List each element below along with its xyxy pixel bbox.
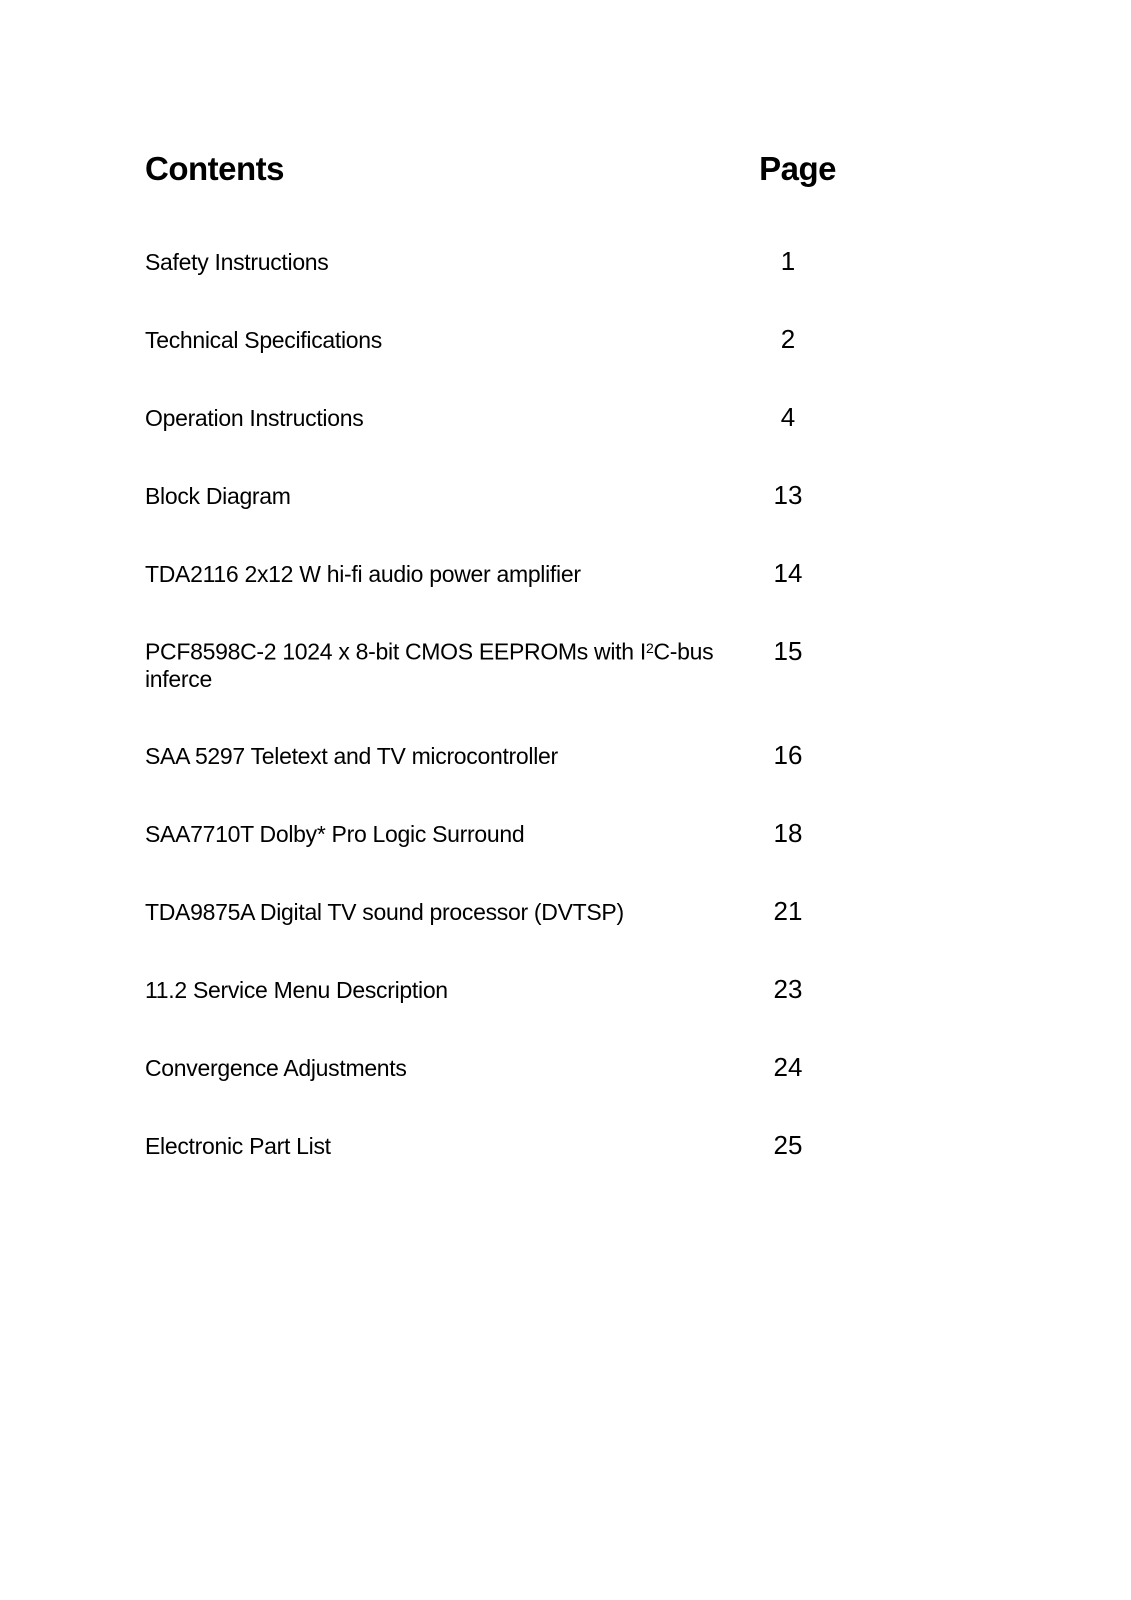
toc-title: Operation Instructions bbox=[145, 405, 363, 432]
toc-page: 14 bbox=[773, 558, 803, 589]
toc-entry: Block Diagram 13 bbox=[145, 480, 1001, 511]
toc-entry: PCF8598C-2 1024 x 8-bit CMOS EEPROMs wit… bbox=[145, 636, 1001, 693]
toc-title: 11.2 Service Menu Description bbox=[145, 977, 448, 1004]
toc-title: Safety Instructions bbox=[145, 249, 329, 276]
toc-title: TDA2116 2x12 W hi-fi audio power amplifi… bbox=[145, 561, 581, 588]
toc-page: 21 bbox=[773, 896, 803, 927]
toc-title-superscript: 2 bbox=[646, 640, 654, 656]
toc-title: SAA 5297 Teletext and TV microcontroller bbox=[145, 743, 558, 770]
toc-entry: SAA 5297 Teletext and TV microcontroller… bbox=[145, 740, 1001, 771]
toc-title: Technical Specifications bbox=[145, 327, 382, 354]
toc-entry: Convergence Adjustments 24 bbox=[145, 1052, 1001, 1083]
toc-entry: Technical Specifications 2 bbox=[145, 324, 1001, 355]
toc-container: Contents Page Safety Instructions 1 Tech… bbox=[0, 0, 1131, 1161]
header-row: Contents Page bbox=[145, 150, 1001, 188]
toc-entry: Safety Instructions 1 bbox=[145, 246, 1001, 277]
toc-title: TDA9875A Digital TV sound processor (DVT… bbox=[145, 899, 624, 926]
toc-entry: Operation Instructions 4 bbox=[145, 402, 1001, 433]
toc-title: Convergence Adjustments bbox=[145, 1055, 407, 1082]
toc-title-prefix: PCF8598C-2 1024 x 8-bit CMOS EEPROMs wit… bbox=[145, 639, 646, 665]
toc-title: PCF8598C-2 1024 x 8-bit CMOS EEPROMs wit… bbox=[145, 638, 773, 693]
toc-page: 16 bbox=[773, 740, 803, 771]
toc-entry: Electronic Part List 25 bbox=[145, 1130, 1001, 1161]
contents-heading: Contents bbox=[145, 150, 284, 188]
toc-page: 15 bbox=[773, 636, 803, 667]
toc-page: 18 bbox=[773, 818, 803, 849]
toc-page: 24 bbox=[773, 1052, 803, 1083]
toc-page: 25 bbox=[773, 1130, 803, 1161]
toc-page: 1 bbox=[773, 246, 803, 277]
page-heading: Page bbox=[759, 150, 836, 188]
toc-page: 4 bbox=[773, 402, 803, 433]
toc-page: 13 bbox=[773, 480, 803, 511]
toc-page: 23 bbox=[773, 974, 803, 1005]
toc-entry: SAA7710T Dolby* Pro Logic Surround 18 bbox=[145, 818, 1001, 849]
toc-title: Electronic Part List bbox=[145, 1133, 331, 1160]
toc-entry: TDA9875A Digital TV sound processor (DVT… bbox=[145, 896, 1001, 927]
toc-page: 2 bbox=[773, 324, 803, 355]
toc-entry: TDA2116 2x12 W hi-fi audio power amplifi… bbox=[145, 558, 1001, 589]
toc-entry: 11.2 Service Menu Description 23 bbox=[145, 974, 1001, 1005]
toc-title: Block Diagram bbox=[145, 483, 291, 510]
toc-title: SAA7710T Dolby* Pro Logic Surround bbox=[145, 821, 524, 848]
